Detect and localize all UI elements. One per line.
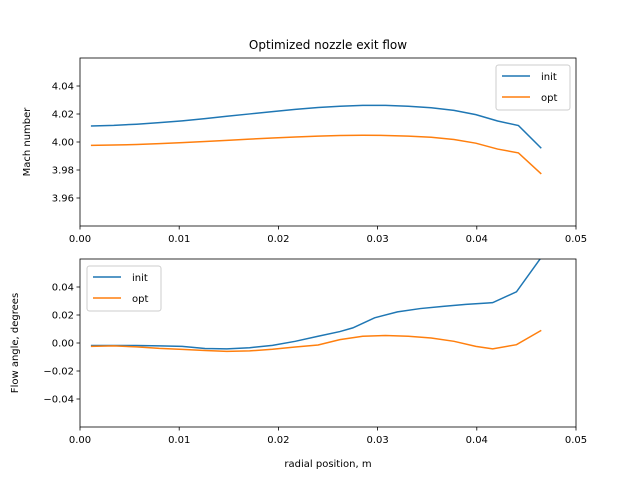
legend-label-init: init: [132, 273, 148, 284]
x-tick-label: 0.03: [366, 435, 388, 446]
x-tick-label: 0.04: [466, 234, 488, 245]
y-tick-label: 0.02: [52, 311, 74, 322]
y-tick-label: 4.02: [52, 110, 74, 121]
legend-label-init: init: [541, 72, 557, 83]
x-tick-label: 0.02: [267, 435, 289, 446]
series-line-opt: [90, 329, 542, 353]
x-tick-label: 0.00: [69, 435, 91, 446]
series-line-init: [90, 259, 541, 350]
x-tick-label: 0.04: [466, 435, 488, 446]
legend-label-opt: opt: [541, 93, 557, 104]
x-tick-label: 0.03: [366, 234, 388, 245]
series-line-opt: [90, 134, 542, 175]
x-tick-label: 0.01: [168, 234, 190, 245]
y-tick-label: 3.96: [52, 194, 74, 205]
legend: init opt: [495, 64, 571, 111]
y-tick-label: 0.00: [52, 339, 74, 350]
mach-number-panel: 0.00 0.01 0.02 0.03 0.04 0.05 3.96 3.98 4.00 4.02…: [52, 57, 587, 245]
x-tick-label: 0.05: [565, 435, 587, 446]
y-tick-label: 4.00: [52, 138, 74, 149]
top-y-axis-label: Mach number: [22, 107, 33, 177]
x-tick-label: 0.05: [565, 234, 587, 245]
series-line-init: [90, 104, 542, 149]
x-axis-label: radial position, m: [284, 459, 371, 470]
y-tick-label: −0.04: [43, 395, 74, 406]
y-tick-label: 4.04: [52, 82, 74, 93]
chart-title: Optimized nozzle exit flow: [249, 38, 407, 52]
legend-label-opt: opt: [132, 294, 148, 305]
flow-angle-panel: 0.00 0.01 0.02 0.03 0.04 0.05 −0.04 −0.02 0.00 0.…: [43, 258, 587, 446]
legend-box: [495, 64, 571, 111]
bottom-y-axis-label: Flow angle, degrees: [10, 293, 21, 393]
y-tick-label: 3.98: [52, 166, 74, 177]
legend-box: [86, 265, 162, 312]
x-tick-label: 0.01: [168, 435, 190, 446]
y-tick-label: 0.04: [52, 283, 74, 294]
x-tick-label: 0.00: [69, 234, 91, 245]
legend: init opt: [86, 265, 162, 312]
x-tick-label: 0.02: [267, 234, 289, 245]
y-tick-label: −0.02: [43, 367, 74, 378]
